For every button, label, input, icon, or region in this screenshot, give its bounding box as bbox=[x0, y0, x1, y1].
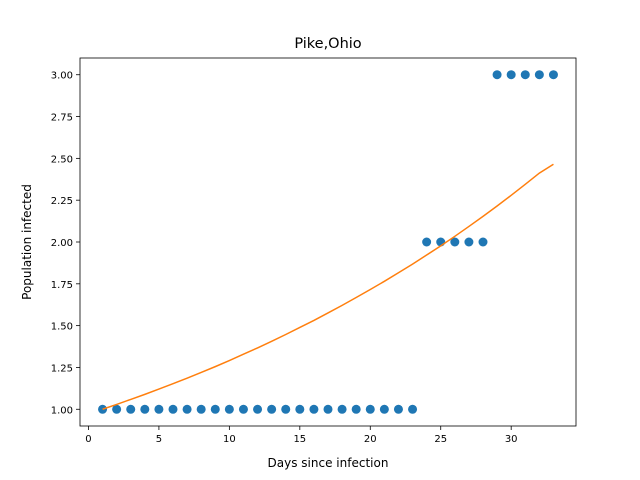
y-axis-label: Population infected bbox=[20, 184, 34, 300]
y-tick-label: 2.00 bbox=[51, 238, 73, 249]
y-tick-label: 3.00 bbox=[51, 71, 73, 82]
data-point bbox=[281, 404, 291, 414]
chart-title: Pike,Ohio bbox=[294, 36, 361, 52]
y-tick-label: 2.75 bbox=[51, 113, 73, 124]
data-point bbox=[253, 404, 263, 414]
data-point bbox=[182, 404, 192, 414]
data-point bbox=[112, 404, 122, 414]
data-point bbox=[140, 404, 150, 414]
data-point bbox=[267, 404, 277, 414]
x-tick-label: 10 bbox=[223, 434, 236, 445]
y-tick-label: 1.50 bbox=[51, 322, 73, 333]
y-tick-label: 2.25 bbox=[51, 196, 73, 207]
x-tick-label: 20 bbox=[364, 434, 377, 445]
data-point bbox=[168, 404, 178, 414]
data-point bbox=[393, 404, 403, 414]
data-point bbox=[548, 70, 558, 80]
data-point bbox=[337, 404, 347, 414]
y-tick-label: 1.75 bbox=[51, 280, 73, 291]
data-point bbox=[323, 404, 333, 414]
data-point bbox=[295, 404, 305, 414]
data-point bbox=[422, 237, 432, 247]
data-point bbox=[464, 237, 474, 247]
x-tick-label: 0 bbox=[85, 434, 91, 445]
x-tick-label: 25 bbox=[434, 434, 447, 445]
data-point bbox=[210, 404, 220, 414]
data-point bbox=[224, 404, 234, 414]
data-point bbox=[478, 237, 488, 247]
fit-line bbox=[102, 163, 554, 410]
data-point bbox=[450, 237, 460, 247]
data-point bbox=[506, 70, 516, 80]
x-tick-label: 15 bbox=[293, 434, 306, 445]
data-point bbox=[534, 70, 544, 80]
plot-area: 0 5 10 15 20 25 30 1.00 1.25 1.50 1.75 2.00 2.25 2.50… bbox=[51, 57, 577, 445]
data-point bbox=[351, 404, 361, 414]
data-point bbox=[154, 404, 164, 414]
data-point bbox=[126, 404, 136, 414]
y-tick-label: 1.25 bbox=[51, 363, 73, 374]
data-point bbox=[196, 404, 206, 414]
data-point bbox=[520, 70, 530, 80]
x-axis-label: Days since infection bbox=[268, 456, 389, 470]
data-point bbox=[365, 404, 375, 414]
data-point bbox=[309, 404, 319, 414]
y-tick-label: 1.00 bbox=[51, 405, 73, 416]
y-tick-label: 2.50 bbox=[51, 154, 73, 165]
x-tick-label: 30 bbox=[505, 434, 518, 445]
data-point bbox=[379, 404, 389, 414]
data-point bbox=[492, 70, 502, 80]
data-point bbox=[238, 404, 248, 414]
x-tick-label: 5 bbox=[156, 434, 162, 445]
data-point bbox=[408, 404, 418, 414]
